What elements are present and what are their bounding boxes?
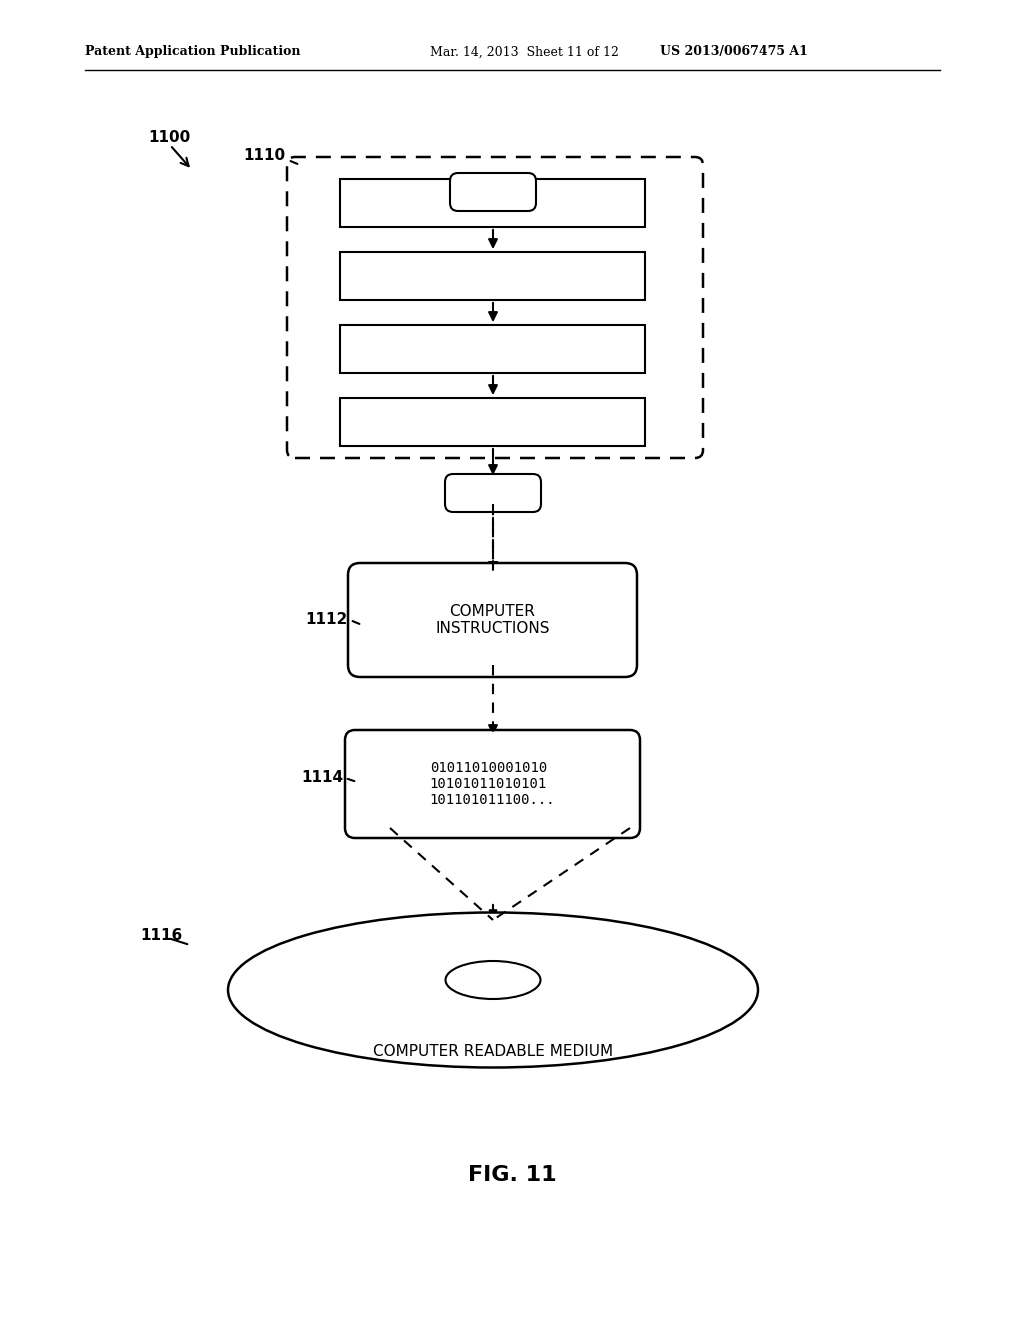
FancyBboxPatch shape	[450, 173, 536, 211]
Text: 1114: 1114	[301, 771, 343, 785]
Text: US 2013/0067475 A1: US 2013/0067475 A1	[660, 45, 808, 58]
FancyBboxPatch shape	[348, 564, 637, 677]
Text: 01011010001010
10101011010101
101101011100...: 01011010001010 10101011010101 1011010111…	[430, 760, 555, 808]
Text: 1110: 1110	[243, 148, 285, 162]
Ellipse shape	[228, 912, 758, 1068]
FancyBboxPatch shape	[340, 325, 645, 374]
Text: FIG. 11: FIG. 11	[468, 1166, 556, 1185]
Text: 1112: 1112	[306, 612, 348, 627]
Text: COMPUTER READABLE MEDIUM: COMPUTER READABLE MEDIUM	[373, 1044, 613, 1060]
Text: Mar. 14, 2013  Sheet 11 of 12: Mar. 14, 2013 Sheet 11 of 12	[430, 45, 618, 58]
FancyBboxPatch shape	[445, 474, 541, 512]
FancyBboxPatch shape	[340, 252, 645, 300]
FancyBboxPatch shape	[345, 730, 640, 838]
FancyBboxPatch shape	[340, 399, 645, 446]
Ellipse shape	[445, 961, 541, 999]
FancyBboxPatch shape	[340, 180, 645, 227]
Text: 1116: 1116	[140, 928, 182, 942]
Text: 1100: 1100	[148, 131, 190, 145]
Text: Patent Application Publication: Patent Application Publication	[85, 45, 300, 58]
Text: COMPUTER
INSTRUCTIONS: COMPUTER INSTRUCTIONS	[435, 603, 550, 636]
